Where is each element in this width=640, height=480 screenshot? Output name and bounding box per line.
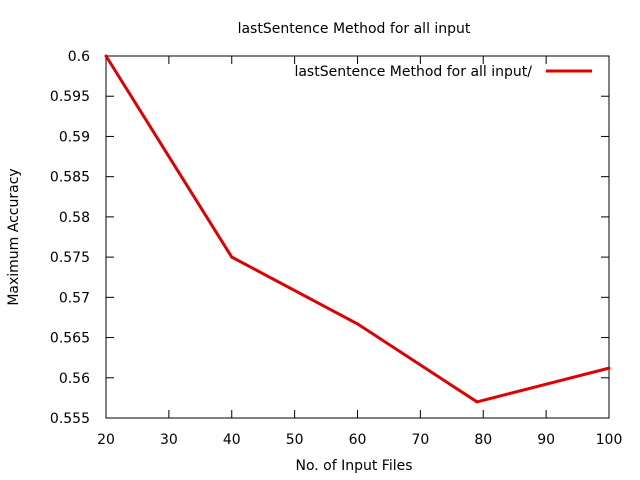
- y-tick-label: 0.6: [68, 49, 90, 65]
- y-tick-label: 0.555: [50, 411, 90, 427]
- y-tick-label: 0.57: [59, 290, 90, 306]
- chart-title: lastSentence Method for all input: [238, 21, 471, 37]
- x-tick-label: 80: [474, 432, 492, 448]
- y-axis-label: Maximum Accuracy: [6, 168, 22, 305]
- x-tick-label: 20: [97, 432, 115, 448]
- x-tick-label: 50: [286, 432, 304, 448]
- legend-label: lastSentence Method for all input/: [294, 64, 532, 80]
- series-layer: [104, 54, 611, 404]
- y-tick-label: 0.585: [50, 170, 90, 186]
- data-point: [475, 400, 479, 404]
- x-tick-label: 60: [349, 432, 367, 448]
- y-axis: 0.555 0.56 0.565 0.57 0.575 0.58 0.585 0.59 0.59…: [50, 49, 609, 427]
- data-point: [104, 54, 108, 58]
- y-tick-label: 0.595: [50, 89, 90, 105]
- legend: lastSentence Method for all input/: [294, 64, 592, 80]
- x-tick-label: 90: [537, 432, 555, 448]
- x-tick-label: 30: [160, 432, 178, 448]
- y-tick-label: 0.56: [59, 371, 90, 387]
- x-tick-label: 70: [411, 432, 429, 448]
- x-tick-label: 40: [223, 432, 241, 448]
- x-axis-label: No. of Input Files: [295, 458, 412, 474]
- data-point: [607, 366, 611, 370]
- data-point: [356, 322, 359, 326]
- y-tick-label: 0.58: [59, 210, 90, 226]
- series-line: [104, 55, 610, 404]
- plot-frame: [105, 55, 610, 419]
- data-point: [230, 255, 234, 259]
- y-tick-label: 0.59: [59, 129, 90, 145]
- x-axis: 20 30 40 50 60 70 80 90 100: [97, 56, 622, 448]
- y-tick-label: 0.575: [50, 250, 90, 266]
- x-tick-label: 100: [596, 432, 623, 448]
- y-tick-label: 0.565: [50, 331, 90, 347]
